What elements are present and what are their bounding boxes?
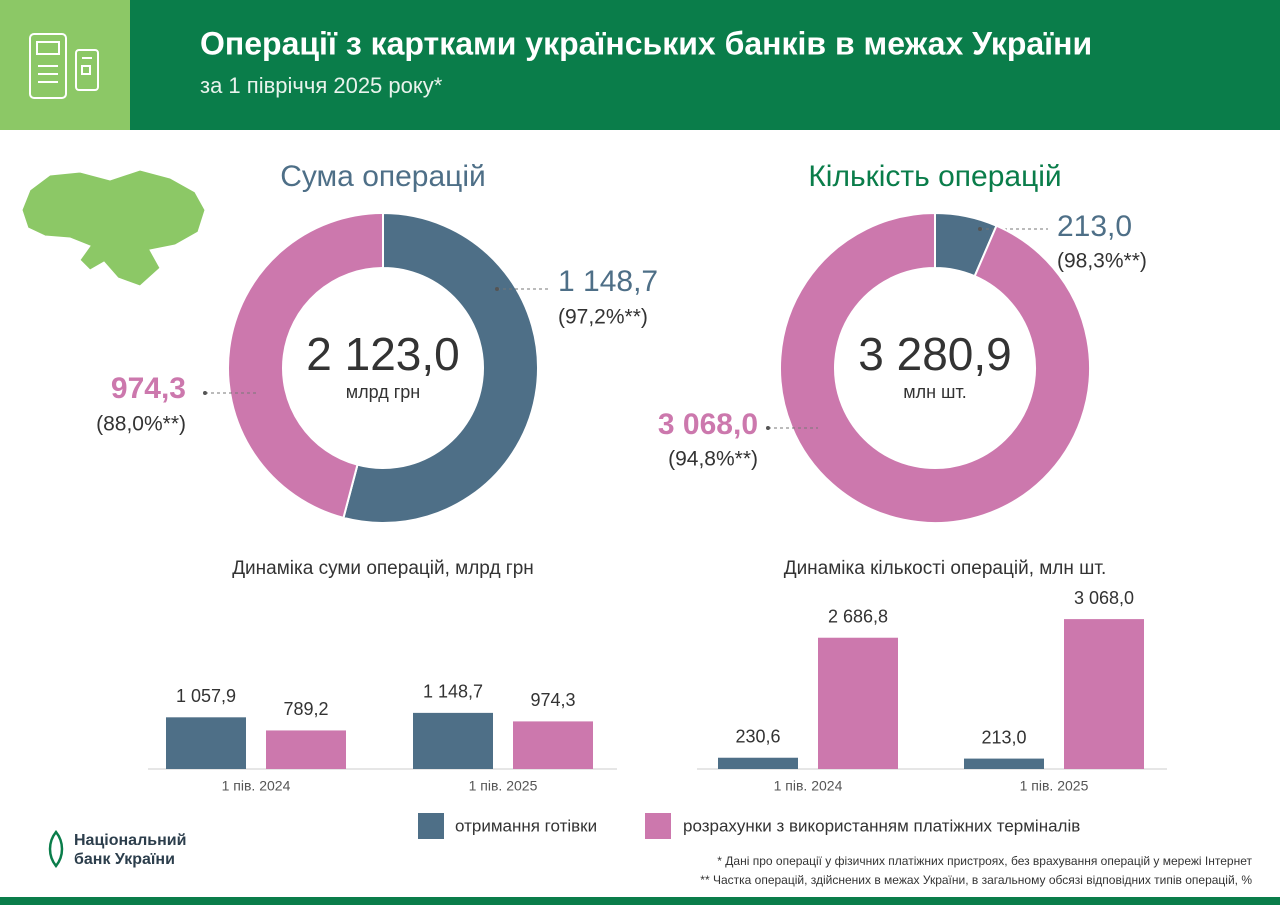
bar	[1064, 619, 1144, 769]
bar-value-label: 230,6	[735, 726, 780, 746]
value-label: 1 148,7	[558, 265, 658, 298]
leader-dot	[978, 227, 982, 231]
legend-swatch	[418, 813, 444, 839]
bar-chart-title: Динаміка кількості операцій, млн шт.	[784, 558, 1107, 579]
value-label: 213,0	[1057, 210, 1132, 243]
bar-chart-title: Динаміка суми операцій, млрд грн	[232, 558, 534, 579]
value-label: 974,3	[111, 372, 186, 405]
x-tick-label: 1 пів. 2025	[469, 778, 538, 794]
bar-value-label: 974,3	[530, 690, 575, 710]
donut-unit: млн шт.	[903, 382, 967, 402]
value-label: 3 068,0	[658, 408, 758, 441]
page-title: Операції з картками українських банків в…	[200, 25, 1092, 61]
ukraine-map	[21, 169, 206, 287]
donut-total: 3 280,9	[858, 328, 1011, 380]
page-subtitle: за 1 півріччя 2025 року*	[200, 73, 443, 98]
bar	[413, 712, 493, 769]
donut-segment	[779, 211, 1091, 524]
footnote: * Дані про операції у фізичних платіжних…	[717, 854, 1252, 868]
donut-title: Сума операцій	[280, 160, 486, 193]
x-tick-label: 1 пів. 2024	[774, 778, 843, 794]
logo-text: банк України	[74, 851, 175, 868]
bar-value-label: 1 057,9	[176, 686, 236, 706]
share-label: (97,2%**)	[558, 306, 648, 329]
bar-value-label: 2 686,8	[828, 606, 888, 626]
share-label: (88,0%**)	[96, 413, 186, 436]
nbu-logo-mark	[48, 829, 64, 869]
bar-value-label: 789,2	[283, 699, 328, 719]
donut-segment	[342, 211, 539, 524]
bar	[818, 637, 898, 769]
bar	[513, 721, 593, 769]
footer-band	[0, 897, 1280, 905]
donut-title: Кількість операцій	[808, 160, 1061, 193]
terminal-icon	[29, 33, 99, 99]
bar-value-label: 1 148,7	[423, 682, 483, 702]
leader-dot	[495, 287, 499, 291]
bar	[266, 730, 346, 769]
share-label: (94,8%**)	[668, 448, 758, 471]
donut-total: 2 123,0	[306, 328, 459, 380]
legend-swatch	[645, 813, 671, 839]
logo-text: Національний	[74, 832, 186, 849]
bar	[166, 717, 246, 769]
share-label: (98,3%**)	[1057, 250, 1147, 273]
x-tick-label: 1 пів. 2024	[222, 778, 291, 794]
footnote: ** Частка операцій, здійснених в межах У…	[700, 873, 1252, 887]
header-band	[0, 0, 1280, 130]
legend-label: розрахунки з використанням платіжних тер…	[683, 816, 1080, 835]
bar-value-label: 213,0	[981, 727, 1026, 747]
bar-value-label: 3 068,0	[1074, 588, 1134, 608]
donut-segment	[227, 211, 384, 520]
bar	[964, 758, 1044, 769]
leader-dot	[203, 391, 207, 395]
donut-unit: млрд грн	[346, 382, 421, 402]
legend-label: отримання готівки	[455, 816, 597, 835]
leader-dot	[766, 426, 770, 430]
x-tick-label: 1 пів. 2025	[1020, 778, 1089, 794]
bar	[718, 757, 798, 769]
